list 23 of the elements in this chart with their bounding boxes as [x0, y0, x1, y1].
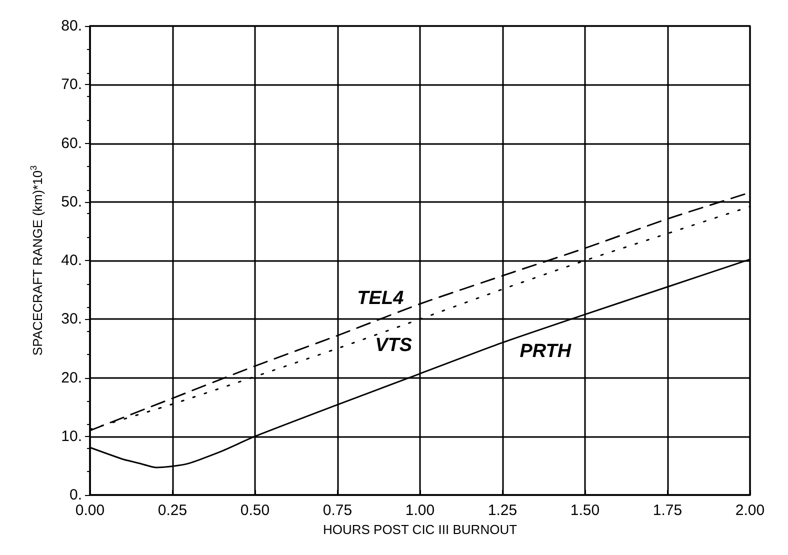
x-tick-label: 1.00: [405, 502, 435, 519]
x-tick-label: 0.00: [75, 502, 105, 519]
y-tick-label: 10.: [61, 428, 82, 445]
y-tick-label: 80.: [61, 18, 82, 34]
y-tick-label: 50.: [61, 193, 82, 210]
series-label: PRTH: [520, 340, 572, 362]
y-tick-label: 30.: [61, 310, 82, 328]
y-tick-label: 20.: [61, 369, 82, 386]
y-tick-label: 40.: [61, 252, 82, 269]
x-tick-label: 0.25: [158, 502, 188, 519]
x-tick-label: 1.75: [652, 502, 682, 519]
y-tick-label: 60.: [61, 134, 82, 152]
y-axis-title: SPACECRAFT RANGE (km)*103: [28, 165, 45, 356]
y-tick-label: 70.: [61, 76, 82, 94]
x-tick-label: 0.50: [240, 502, 270, 519]
series-label: VTS: [375, 335, 412, 356]
x-tick-label: 1.50: [570, 502, 600, 519]
x-tick-label: 1.25: [488, 502, 518, 519]
x-tick-label: 2.00: [735, 502, 765, 519]
y-tick-label: 0.: [69, 486, 82, 504]
series-label: TEL4: [357, 288, 404, 310]
x-axis-title: HOURS POST CIC III BURNOUT: [322, 522, 518, 537]
x-tick-label: 0.75: [322, 502, 352, 519]
